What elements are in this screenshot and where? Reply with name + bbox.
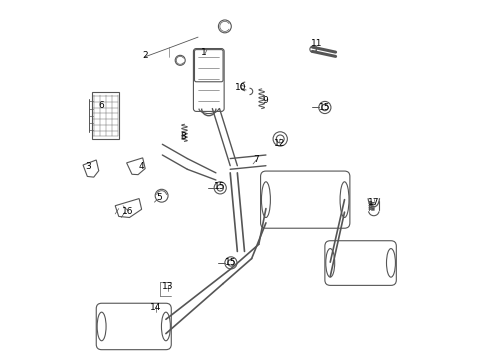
FancyBboxPatch shape	[96, 303, 171, 350]
FancyBboxPatch shape	[194, 50, 223, 82]
Text: 5: 5	[156, 193, 162, 202]
Text: 13: 13	[162, 282, 173, 291]
Text: 15: 15	[224, 258, 236, 267]
Text: 15: 15	[319, 103, 330, 112]
Text: 6: 6	[98, 101, 103, 110]
FancyBboxPatch shape	[324, 241, 395, 285]
Text: 4: 4	[139, 162, 144, 171]
Text: 10: 10	[235, 83, 246, 92]
Text: 12: 12	[273, 139, 285, 148]
FancyBboxPatch shape	[193, 49, 224, 111]
Ellipse shape	[261, 182, 270, 217]
Text: 9: 9	[262, 96, 267, 105]
Ellipse shape	[161, 312, 170, 341]
Text: 1: 1	[201, 48, 206, 57]
FancyBboxPatch shape	[92, 93, 119, 139]
Text: 14: 14	[150, 303, 161, 312]
Text: 15: 15	[213, 182, 225, 191]
Text: 7: 7	[253, 155, 259, 164]
Text: 8: 8	[180, 132, 185, 141]
Text: 16: 16	[122, 207, 133, 216]
Text: 2: 2	[142, 51, 148, 60]
Ellipse shape	[339, 182, 348, 217]
Text: 3: 3	[85, 162, 91, 171]
Text: 11: 11	[310, 39, 322, 48]
Text: 17: 17	[367, 198, 379, 207]
Circle shape	[309, 46, 316, 53]
FancyBboxPatch shape	[260, 171, 349, 228]
Ellipse shape	[325, 249, 334, 277]
Ellipse shape	[97, 312, 106, 341]
Ellipse shape	[386, 249, 395, 277]
